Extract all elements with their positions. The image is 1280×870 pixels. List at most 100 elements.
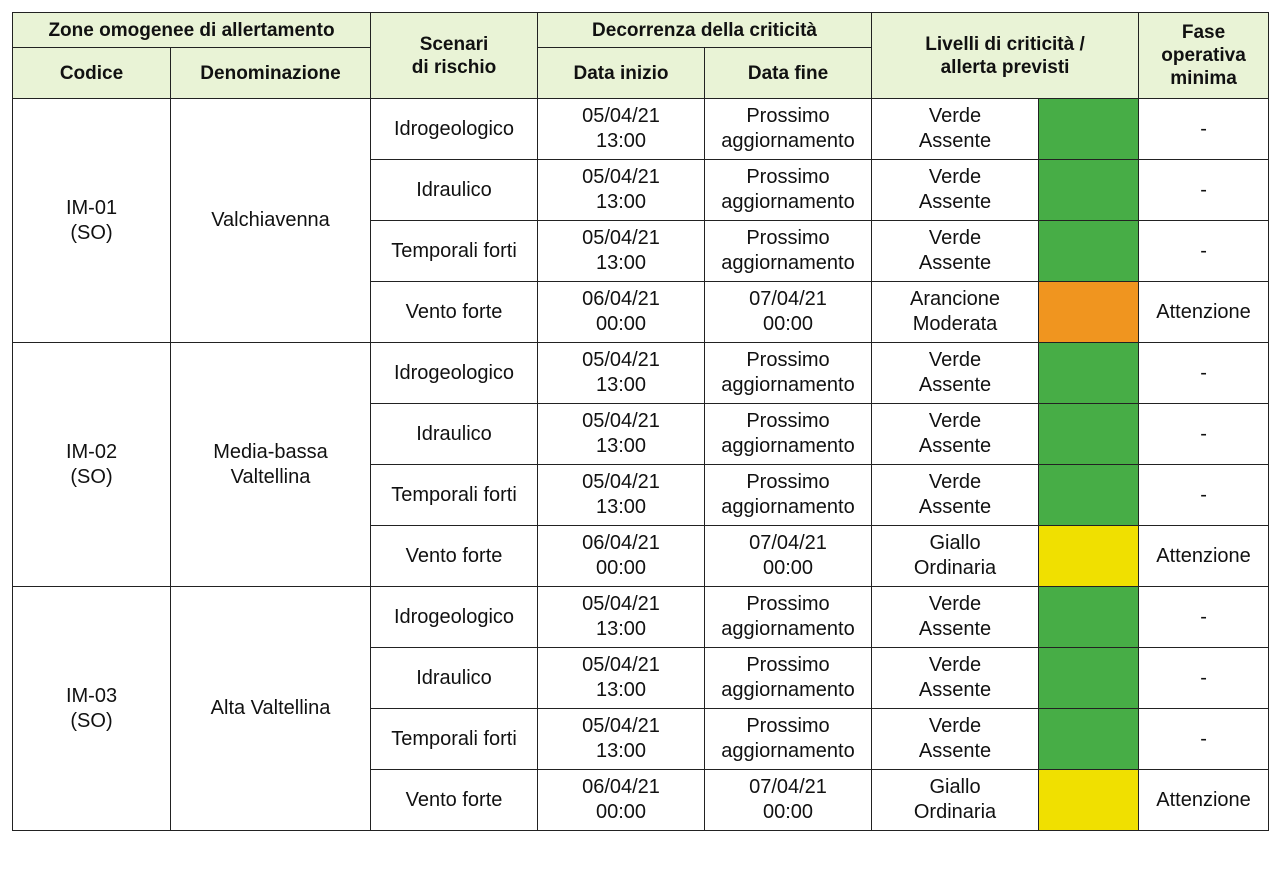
table-row: Temporali forti 05/04/21 13:00 Prossimo … xyxy=(13,464,1270,526)
level-color-swatch xyxy=(1038,769,1140,831)
level-label-cell: Verde Assente xyxy=(871,464,1040,526)
header-scenario: Scenari di rischio xyxy=(370,12,539,99)
scenario-cell: Vento forte xyxy=(370,769,539,831)
phase-cell: - xyxy=(1138,220,1270,282)
level-color-swatch xyxy=(1038,220,1140,282)
level-label-cell: Verde Assente xyxy=(871,220,1040,282)
header-zone-group: Zone omogenee di allertamento xyxy=(11,12,372,48)
scenario-cell: Idrogeologico xyxy=(370,98,539,160)
level-color-swatch xyxy=(1038,525,1140,587)
header-start: Data inizio xyxy=(537,47,706,99)
phase-cell: Attenzione xyxy=(1138,281,1270,343)
phase-cell: - xyxy=(1138,647,1270,709)
start-date-cell: 05/04/21 13:00 xyxy=(537,464,706,526)
level-color-swatch xyxy=(1038,98,1140,160)
end-date-cell: Prossimo aggiornamento xyxy=(704,586,873,648)
level-color-swatch xyxy=(1038,159,1140,221)
phase-cell: - xyxy=(1138,98,1270,160)
phase-cell: - xyxy=(1138,159,1270,221)
start-date-cell: 05/04/21 13:00 xyxy=(537,98,706,160)
zone-code: IM-02 (SO) xyxy=(12,342,171,587)
scenario-cell: Temporali forti xyxy=(370,464,539,526)
zone-name: Media-bassa Valtellina xyxy=(169,342,372,587)
zone-name: Valchiavenna xyxy=(169,98,372,343)
table-row: Idraulico 05/04/21 13:00 Prossimo aggior… xyxy=(13,159,1270,221)
level-color-swatch xyxy=(1038,708,1140,770)
scenario-cell: Idraulico xyxy=(370,159,539,221)
zone-code: IM-03 (SO) xyxy=(12,586,171,831)
level-color-swatch xyxy=(1038,342,1140,404)
phase-cell: - xyxy=(1138,586,1270,648)
end-date-cell: Prossimo aggiornamento xyxy=(704,403,873,465)
table-row: Temporali forti 05/04/21 13:00 Prossimo … xyxy=(13,220,1270,282)
level-label-cell: Verde Assente xyxy=(871,586,1040,648)
table-row: Vento forte 06/04/21 00:00 07/04/21 00:0… xyxy=(13,525,1270,587)
scenario-cell: Idraulico xyxy=(370,403,539,465)
level-color-swatch xyxy=(1038,403,1140,465)
start-date-cell: 05/04/21 13:00 xyxy=(537,647,706,709)
start-date-cell: 06/04/21 00:00 xyxy=(537,525,706,587)
level-label-cell: Verde Assente xyxy=(871,342,1040,404)
header-code: Codice xyxy=(12,47,171,99)
level-color-swatch xyxy=(1038,281,1140,343)
end-date-cell: 07/04/21 00:00 xyxy=(704,525,873,587)
phase-cell: - xyxy=(1138,403,1270,465)
level-label-cell: Verde Assente xyxy=(871,647,1040,709)
table-body: IM-01 (SO) Valchiavenna Idrogeologico 05… xyxy=(12,98,1270,831)
end-date-cell: Prossimo aggiornamento xyxy=(704,342,873,404)
level-color-swatch xyxy=(1038,586,1140,648)
end-date-cell: 07/04/21 00:00 xyxy=(704,769,873,831)
scenario-cell: Temporali forti xyxy=(370,708,539,770)
header-phase: Fase operativa minima xyxy=(1138,12,1270,99)
level-label-cell: Verde Assente xyxy=(871,159,1040,221)
header-period-group: Decorrenza della criticità xyxy=(537,12,873,48)
alert-table: Zone omogenee di allertamento Scenari di… xyxy=(11,12,1270,831)
phase-cell: - xyxy=(1138,342,1270,404)
start-date-cell: 05/04/21 13:00 xyxy=(537,586,706,648)
scenario-cell: Idraulico xyxy=(370,647,539,709)
level-label-cell: Giallo Ordinaria xyxy=(871,769,1040,831)
level-label-cell: Giallo Ordinaria xyxy=(871,525,1040,587)
level-label-cell: Arancione Moderata xyxy=(871,281,1040,343)
scenario-cell: Idrogeologico xyxy=(370,586,539,648)
level-color-swatch xyxy=(1038,647,1140,709)
start-date-cell: 05/04/21 13:00 xyxy=(537,342,706,404)
end-date-cell: Prossimo aggiornamento xyxy=(704,159,873,221)
level-label-cell: Verde Assente xyxy=(871,98,1040,160)
zone-code: IM-01 (SO) xyxy=(12,98,171,343)
end-date-cell: 07/04/21 00:00 xyxy=(704,281,873,343)
zone-name: Alta Valtellina xyxy=(169,586,372,831)
table-row: Idraulico 05/04/21 13:00 Prossimo aggior… xyxy=(13,403,1270,465)
table-row: IM-01 (SO) Valchiavenna Idrogeologico 05… xyxy=(12,98,1270,343)
header-levels: Livelli di criticità / allerta previsti xyxy=(871,12,1140,99)
table-row: Temporali forti 05/04/21 13:00 Prossimo … xyxy=(13,708,1270,770)
end-date-cell: Prossimo aggiornamento xyxy=(704,708,873,770)
scenario-cell: Idrogeologico xyxy=(370,342,539,404)
start-date-cell: 05/04/21 13:00 xyxy=(537,708,706,770)
table-row: Idraulico 05/04/21 13:00 Prossimo aggior… xyxy=(13,647,1270,709)
start-date-cell: 05/04/21 13:00 xyxy=(537,220,706,282)
table-row: Vento forte 06/04/21 00:00 07/04/21 00:0… xyxy=(13,281,1270,343)
scenario-cell: Vento forte xyxy=(370,525,539,587)
end-date-cell: Prossimo aggiornamento xyxy=(704,647,873,709)
level-color-swatch xyxy=(1038,464,1140,526)
phase-cell: - xyxy=(1138,464,1270,526)
start-date-cell: 06/04/21 00:00 xyxy=(537,281,706,343)
end-date-cell: Prossimo aggiornamento xyxy=(704,464,873,526)
end-date-cell: Prossimo aggiornamento xyxy=(704,98,873,160)
scenario-cell: Temporali forti xyxy=(370,220,539,282)
level-label-cell: Verde Assente xyxy=(871,708,1040,770)
header-end: Data fine xyxy=(704,47,873,99)
start-date-cell: 05/04/21 13:00 xyxy=(537,403,706,465)
table-row: IM-02 (SO) Media-bassa Valtellina Idroge… xyxy=(12,342,1270,587)
end-date-cell: Prossimo aggiornamento xyxy=(704,220,873,282)
table-row: Vento forte 06/04/21 00:00 07/04/21 00:0… xyxy=(13,769,1270,831)
phase-cell: Attenzione xyxy=(1138,525,1270,587)
start-date-cell: 06/04/21 00:00 xyxy=(537,769,706,831)
phase-cell: - xyxy=(1138,708,1270,770)
header-name: Denominazione xyxy=(169,47,372,99)
table-row: IM-03 (SO) Alta Valtellina Idrogeologico… xyxy=(12,586,1270,831)
start-date-cell: 05/04/21 13:00 xyxy=(537,159,706,221)
phase-cell: Attenzione xyxy=(1138,769,1270,831)
level-label-cell: Verde Assente xyxy=(871,403,1040,465)
